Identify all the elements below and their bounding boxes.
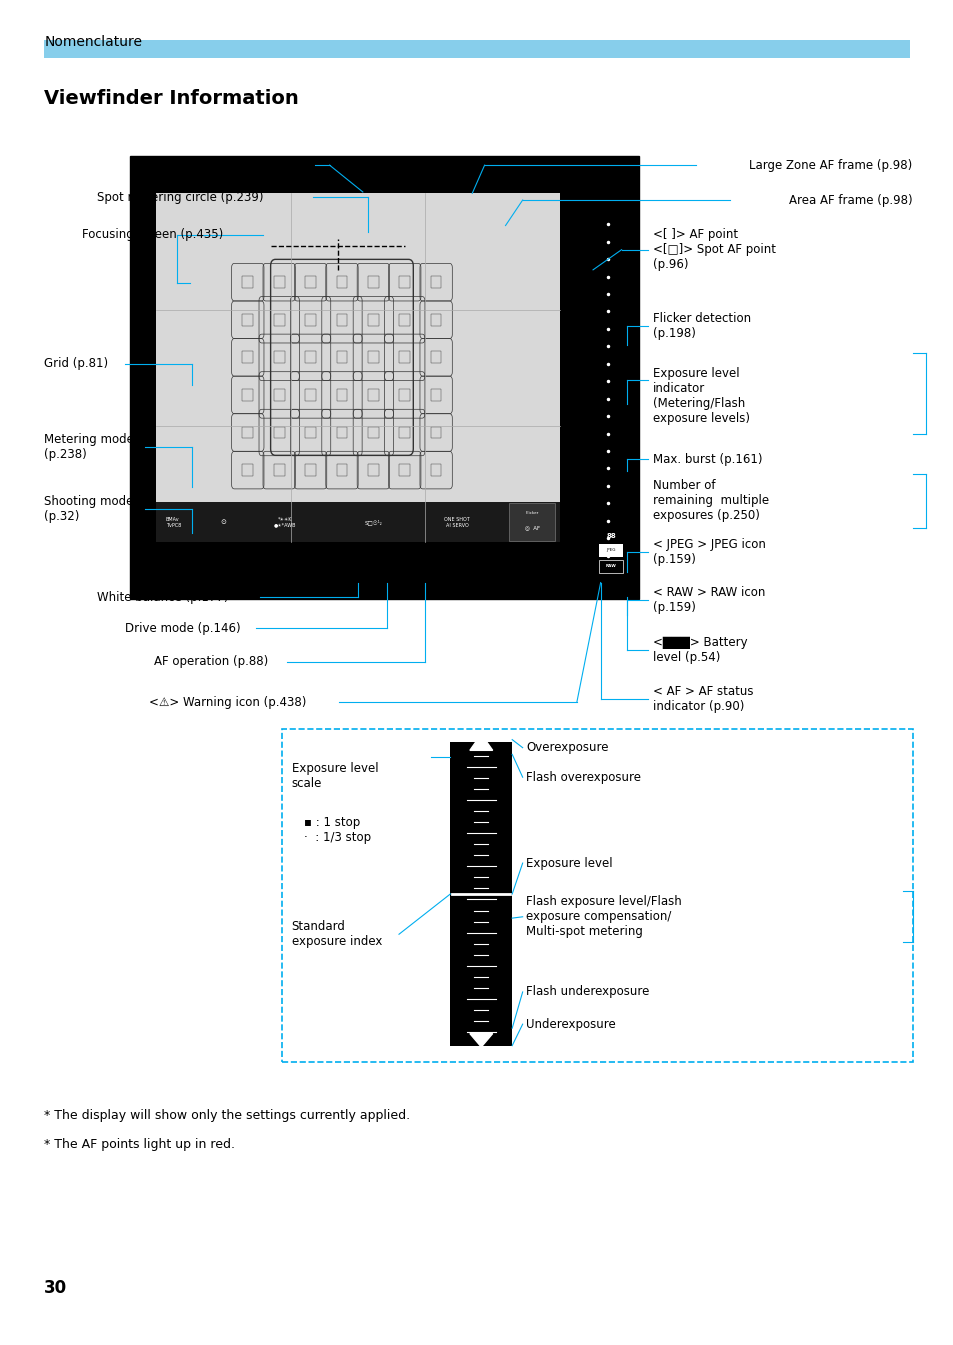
Text: Standard
exposure index: Standard exposure index	[292, 920, 381, 948]
Polygon shape	[470, 734, 492, 751]
Text: *☀☀K
●☀*AWB: *☀☀K ●☀*AWB	[274, 516, 295, 527]
Text: * The AF points light up in red.: * The AF points light up in red.	[44, 1138, 235, 1151]
Text: RAW: RAW	[605, 565, 616, 569]
Polygon shape	[470, 1033, 492, 1046]
Text: JPEG: JPEG	[606, 549, 616, 553]
Text: <⚠> Warning icon (p.438): <⚠> Warning icon (p.438)	[149, 695, 306, 709]
Text: Large Zone AF frame (p.98): Large Zone AF frame (p.98)	[749, 159, 912, 172]
FancyBboxPatch shape	[130, 156, 639, 599]
FancyBboxPatch shape	[44, 40, 909, 58]
Text: ▪ : 1 stop
·  : 1/3 stop: ▪ : 1 stop · : 1/3 stop	[304, 816, 371, 845]
Text: Shooting mode
(p.32): Shooting mode (p.32)	[44, 495, 133, 523]
Text: Drive mode (p.146): Drive mode (p.146)	[125, 621, 240, 635]
Text: S□☉¹₂: S□☉¹₂	[364, 519, 382, 525]
FancyBboxPatch shape	[591, 165, 629, 589]
Text: BMAv
TvPC8: BMAv TvPC8	[166, 516, 181, 527]
Text: ⊙: ⊙	[220, 519, 226, 525]
Text: M★◆0000 0 ◆...1 0 ◆0 0 ◆00000: M★◆0000 0 ◆...1 0 ◆0 0 ◆00000	[161, 550, 253, 555]
Text: Exposure level: Exposure level	[526, 857, 613, 870]
Text: Flicker detection
(p.198): Flicker detection (p.198)	[652, 312, 750, 340]
Text: * The display will show only the settings currently applied.: * The display will show only the setting…	[44, 1108, 410, 1122]
FancyBboxPatch shape	[598, 543, 623, 557]
Text: 88: 88	[605, 533, 616, 538]
FancyBboxPatch shape	[156, 502, 559, 542]
Text: Focusing screen (p.435): Focusing screen (p.435)	[82, 229, 223, 242]
Text: <[ ]> AF point
<[□]> Spot AF point
(p.96): <[ ]> AF point <[□]> Spot AF point (p.96…	[652, 229, 775, 272]
Text: Nomenclature: Nomenclature	[44, 35, 142, 48]
FancyBboxPatch shape	[598, 560, 623, 573]
Text: Number of
remaining  multiple
exposures (p.250): Number of remaining multiple exposures (…	[652, 479, 768, 522]
FancyBboxPatch shape	[450, 742, 512, 1045]
Text: Spot metering circle (p.239): Spot metering circle (p.239)	[96, 191, 263, 204]
Text: Exposure level
scale: Exposure level scale	[292, 763, 377, 791]
Text: Area AF frame (p.98): Area AF frame (p.98)	[788, 194, 912, 207]
Text: Overexposure: Overexposure	[526, 741, 608, 755]
Text: ONE SHOT
AI SERVO: ONE SHOT AI SERVO	[444, 516, 470, 527]
Text: Flash exposure level/Flash
exposure compensation/
Multi-spot metering: Flash exposure level/Flash exposure comp…	[526, 896, 681, 939]
Text: Max. burst (p.161): Max. burst (p.161)	[652, 452, 761, 465]
Text: Exposure level
indicator
(Metering/Flash
exposure levels): Exposure level indicator (Metering/Flash…	[652, 367, 749, 425]
Text: Underexposure: Underexposure	[526, 1018, 616, 1030]
Text: 30: 30	[44, 1279, 68, 1297]
Text: < JPEG > JPEG icon
(p.159): < JPEG > JPEG icon (p.159)	[652, 538, 765, 566]
Text: Metering mode
(p.238): Metering mode (p.238)	[44, 433, 134, 461]
Text: ◎  AF: ◎ AF	[524, 525, 539, 530]
Text: Grid (p.81): Grid (p.81)	[44, 358, 109, 370]
Text: Flash underexposure: Flash underexposure	[526, 986, 649, 998]
Text: < RAW > RAW icon
(p.159): < RAW > RAW icon (p.159)	[652, 586, 764, 615]
Text: <███> Battery
level (p.54): <███> Battery level (p.54)	[652, 636, 747, 663]
Text: AF operation (p.88): AF operation (p.88)	[153, 655, 268, 668]
Text: Flash overexposure: Flash overexposure	[526, 771, 640, 784]
Text: White balance (p.177): White balance (p.177)	[96, 590, 228, 604]
Text: Electronic level (p.83): Electronic level (p.83)	[168, 159, 296, 172]
Text: Flicker: Flicker	[525, 511, 538, 515]
Text: Viewfinder Information: Viewfinder Information	[44, 89, 298, 108]
FancyBboxPatch shape	[509, 503, 555, 541]
FancyBboxPatch shape	[156, 194, 559, 542]
Text: < AF > AF status
indicator (p.90): < AF > AF status indicator (p.90)	[652, 686, 753, 713]
